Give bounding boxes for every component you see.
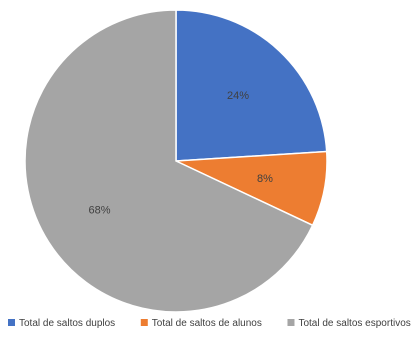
legend-label-2: Total de saltos de alunos bbox=[152, 318, 262, 329]
pie-data-labels: 24% 8% 68% bbox=[88, 90, 273, 217]
pie-slice-3 bbox=[24, 9, 314, 313]
pie-data-label-2: 8% bbox=[257, 173, 273, 185]
legend-swatch-3 bbox=[287, 319, 295, 326]
legend-swatch-2 bbox=[140, 319, 148, 326]
pie-slices bbox=[24, 9, 328, 313]
pie-data-label-1: 24% bbox=[227, 90, 249, 102]
legend-swatch-1 bbox=[8, 319, 15, 326]
legend-label-1: Total de saltos duplos bbox=[19, 318, 115, 329]
chart-legend: Total de saltos duplos Total de saltos de… bbox=[8, 318, 411, 329]
pie-slice-1 bbox=[175, 9, 328, 162]
pie-data-label-3: 68% bbox=[88, 205, 110, 217]
legend-label-3: Total de saltos esportivos bbox=[298, 318, 410, 329]
